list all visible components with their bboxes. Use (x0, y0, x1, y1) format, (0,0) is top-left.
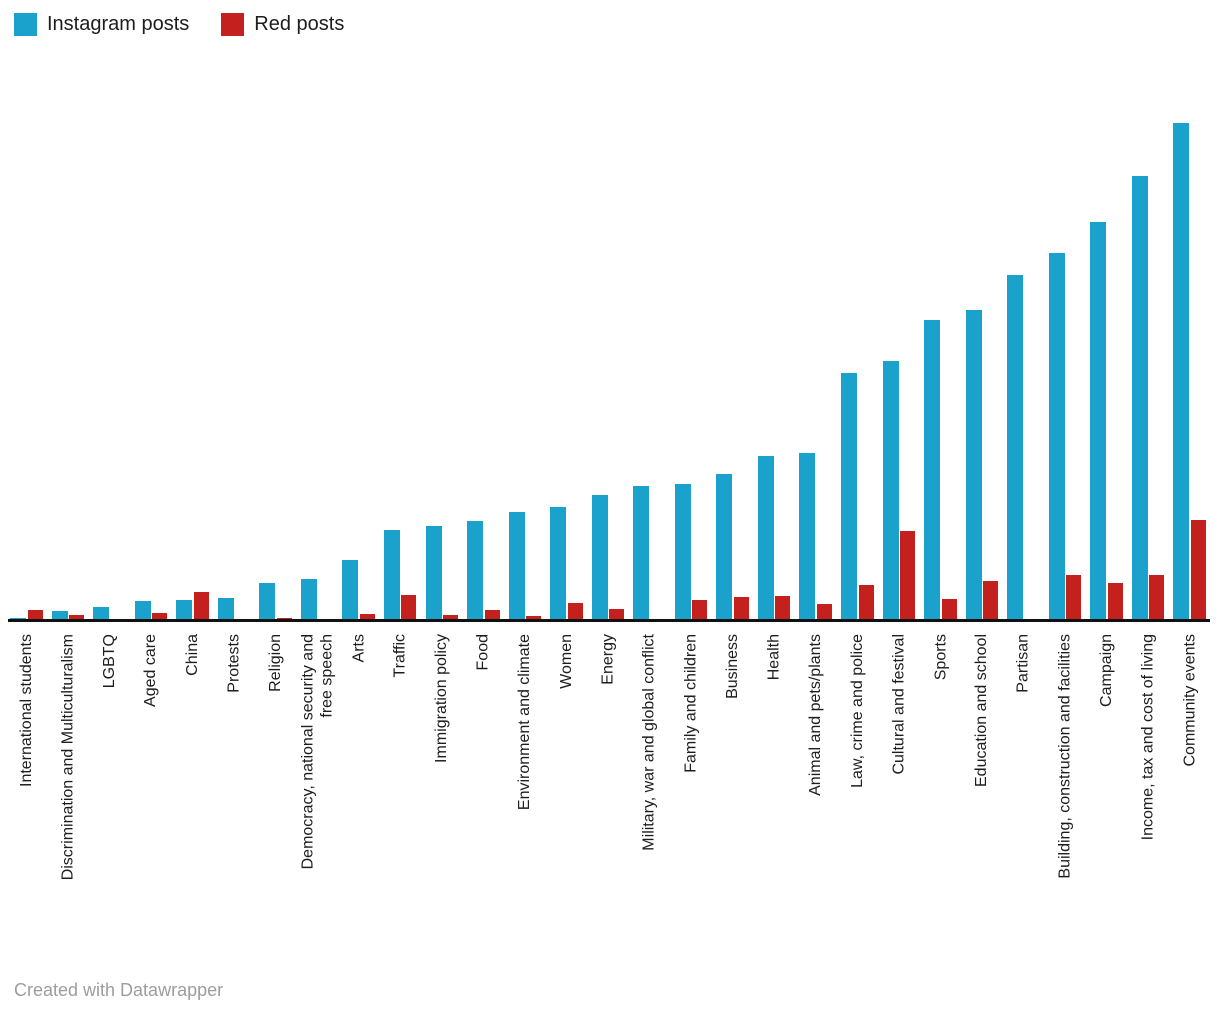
x-axis-label: Partisan (1014, 634, 1032, 693)
red-bar (983, 581, 999, 620)
legend: Instagram posts Red posts (14, 12, 344, 36)
instagram-bar (591, 495, 608, 620)
x-axis-label: Military, war and global conflict (641, 634, 658, 851)
x-axis-label: Traffic (391, 634, 409, 678)
x-axis-label: Democracy, national security and free sp… (299, 634, 336, 870)
red-bar (526, 616, 542, 620)
x-axis-label: Environment and climate (516, 634, 534, 811)
legend-label-red: Red posts (254, 13, 345, 35)
x-axis-label: Energy (599, 634, 617, 685)
x-axis-label: LGBTQ (100, 634, 118, 689)
red-bar (152, 613, 168, 620)
instagram-bar (176, 600, 193, 620)
instagram-bar (1173, 123, 1190, 620)
red-bar (692, 600, 708, 620)
x-axis-label: Discrimination and Multiculturalism (59, 634, 77, 881)
instagram-bar (51, 611, 68, 620)
x-axis-line (8, 619, 1210, 622)
legend-item-instagram: Instagram posts (14, 12, 189, 36)
instagram-bar (300, 579, 317, 620)
red-bar (609, 609, 625, 620)
red-bar (1149, 575, 1165, 620)
instagram-bar (757, 456, 774, 620)
x-axis-label: Campaign (1098, 634, 1116, 707)
x-axis-label: Protests (225, 634, 243, 693)
x-axis-label: Health (765, 634, 783, 681)
legend-label-instagram: Instagram posts (47, 13, 190, 35)
red-bar (401, 595, 417, 620)
x-axis-label: International students (17, 634, 35, 787)
red-bar (69, 615, 85, 620)
x-axis-label: Food (474, 634, 492, 671)
red-bar (1107, 583, 1123, 620)
red-bar (775, 596, 791, 620)
x-axis-label: Aged care (142, 634, 160, 707)
red-bar (941, 599, 957, 620)
x-axis-label: Business (724, 634, 742, 699)
red-bar (193, 592, 209, 620)
instagram-bar (716, 474, 733, 620)
legend-item-red: Red posts (221, 12, 344, 36)
x-axis-label: Immigration policy (433, 634, 451, 763)
red-bar (733, 597, 749, 620)
instagram-bar (342, 560, 359, 620)
instagram-bar (1131, 176, 1148, 620)
instagram-bar (508, 512, 525, 620)
red-bar (1190, 520, 1206, 620)
red-bar (1066, 575, 1082, 620)
x-axis-label: Arts (350, 634, 368, 663)
instagram-bar (674, 484, 691, 620)
instagram-bar (841, 373, 857, 620)
x-axis-label: Family and children (682, 634, 700, 773)
instagram-bar (1090, 222, 1107, 620)
x-axis-label: Education and school (973, 634, 991, 787)
instagram-bar (425, 526, 442, 620)
instagram-bar (882, 361, 899, 620)
red-bar (858, 585, 874, 620)
x-axis-label: Law, crime and police (848, 634, 866, 788)
red-bar (900, 531, 916, 620)
x-axis-label: Women (557, 634, 575, 689)
red-bar (359, 614, 375, 620)
legend-swatch-red (221, 12, 245, 36)
instagram-bar (467, 521, 484, 620)
instagram-bar (633, 486, 650, 620)
x-axis-label: Community events (1181, 634, 1199, 767)
instagram-bar (1007, 275, 1024, 620)
red-bar (27, 610, 43, 620)
instagram-bar (924, 320, 941, 620)
instagram-bar (550, 507, 567, 620)
x-axis-label: Building, construction and facilities (1056, 634, 1074, 879)
x-axis-label: Cultural and festival (890, 634, 908, 775)
x-axis-label: China (183, 634, 201, 676)
instagram-bar (383, 530, 400, 620)
instagram-bar (1048, 253, 1065, 620)
x-axis-label: Income, tax and cost of living (1139, 634, 1157, 841)
red-bar (443, 615, 458, 620)
red-bar (567, 603, 583, 620)
instagram-bar (93, 607, 110, 620)
x-axis-label: Religion (267, 634, 285, 692)
red-bar (816, 604, 832, 620)
red-bar (484, 610, 500, 620)
attribution-link[interactable]: Created with Datawrapper (14, 980, 224, 1000)
x-axis-label: Animal and pets/plants (807, 634, 825, 796)
instagram-bar (965, 310, 982, 620)
instagram-bar (134, 601, 151, 620)
instagram-bar (259, 583, 276, 620)
x-axis-label: Sports (931, 634, 949, 681)
instagram-bar (799, 453, 816, 620)
instagram-bar (217, 598, 234, 620)
legend-swatch-instagram (14, 12, 37, 36)
